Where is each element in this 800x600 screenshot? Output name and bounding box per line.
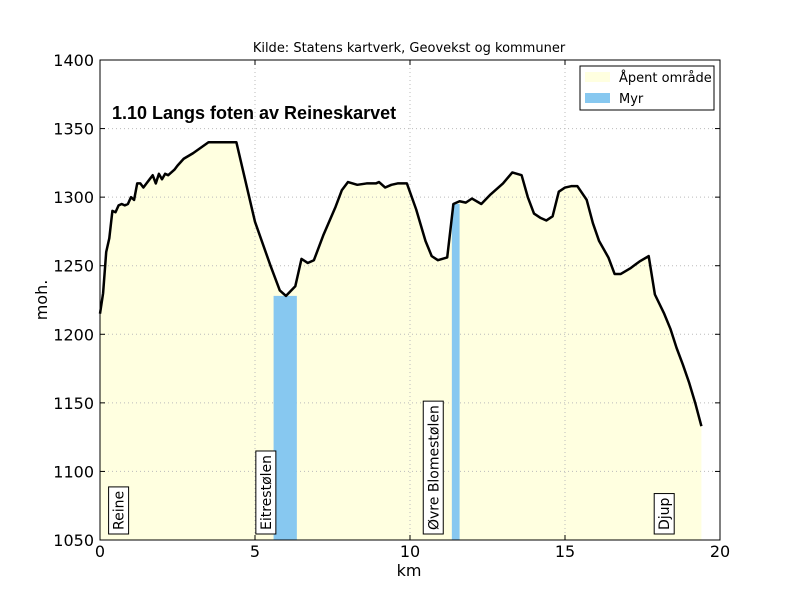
place-label-text: Djup <box>657 497 673 530</box>
y-tick-label: 1100 <box>53 462 94 481</box>
legend-swatch-bog <box>585 93 610 103</box>
bog-bar <box>451 204 460 540</box>
y-tick-label: 1350 <box>53 120 94 139</box>
y-tick-label: 1200 <box>53 325 94 344</box>
place-label-box <box>653 493 675 535</box>
open-area-fill <box>100 142 702 541</box>
place-label-box <box>422 400 444 535</box>
x-tick-label: 0 <box>95 542 105 561</box>
tick-layer: 0 5 10 15 20 1050 1100 1150 1200 1250 1300 1350 1400 <box>53 51 730 561</box>
chart-title: 1.10 Langs foten av Reineskarvet <box>112 103 396 123</box>
legend-label-open-area: Åpent område <box>619 70 712 86</box>
bog-layer <box>273 204 460 540</box>
place-label-layer: Reine Eitrestølen Øvre Blomestølen Djup <box>108 400 675 535</box>
place-label: Eitrestølen <box>255 450 277 535</box>
legend: Åpent område Myr <box>579 65 715 111</box>
chart-source: Kilde: Statens kartverk, Geovekst og kom… <box>253 41 566 56</box>
y-tick-label: 1250 <box>53 257 94 276</box>
y-tick-label: 1400 <box>53 51 94 70</box>
place-label-text: Reine <box>112 491 128 530</box>
grid-layer <box>100 60 720 540</box>
place-label-text: Øvre Blomestølen <box>426 405 442 530</box>
place-label: Øvre Blomestølen <box>422 400 444 535</box>
x-tick-label: 5 <box>250 542 260 561</box>
elevation-profile-line <box>98 141 703 427</box>
y-axis-label: moh. <box>32 280 51 321</box>
legend-swatch-open-area <box>585 72 610 82</box>
place-label-box <box>108 486 130 535</box>
x-tick-label: 15 <box>555 542 575 561</box>
x-tick-label: 10 <box>400 542 420 561</box>
place-label: Djup <box>653 493 675 535</box>
place-label-text: Eitrestølen <box>259 455 275 530</box>
bog-bar <box>273 295 297 540</box>
x-axis-label: km <box>397 561 422 580</box>
y-tick-label: 1300 <box>53 188 94 207</box>
place-label-box <box>255 450 277 535</box>
y-tick-label: 1150 <box>53 394 94 413</box>
y-tick-label: 1050 <box>53 531 94 550</box>
place-label: Reine <box>108 486 130 535</box>
plot-fill-layer <box>100 142 702 541</box>
legend-label-bog: Myr <box>619 92 644 107</box>
x-tick-label: 20 <box>710 542 730 561</box>
